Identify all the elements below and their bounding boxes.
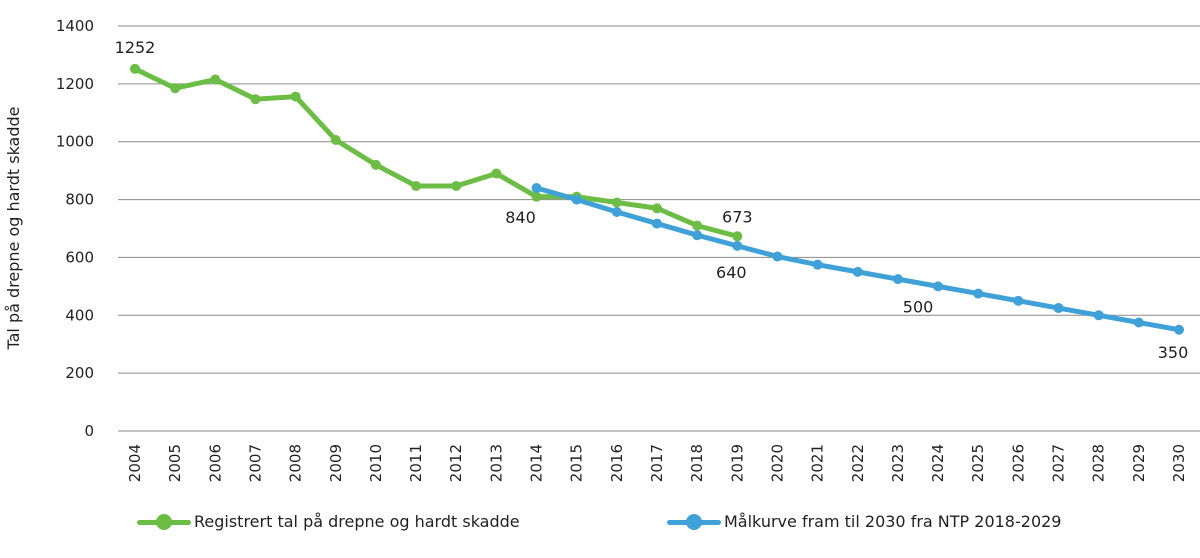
data-point	[1093, 310, 1104, 321]
y-tick-label: 200	[65, 364, 94, 382]
data-point	[973, 288, 984, 299]
data-point	[250, 94, 261, 105]
data-point	[370, 159, 381, 170]
x-tick-label: 2013	[487, 444, 505, 482]
x-tick-label: 2030	[1170, 444, 1188, 482]
data-label: 840	[505, 208, 536, 227]
data-point	[330, 134, 341, 145]
x-tick-label: 2026	[1009, 444, 1027, 482]
x-tick-label: 2004	[126, 444, 144, 482]
data-point	[611, 197, 622, 208]
x-tick-label: 2019	[728, 444, 746, 482]
data-point	[772, 251, 783, 262]
gridlines	[118, 25, 1200, 432]
data-label: 500	[903, 297, 934, 316]
data-point	[1013, 295, 1024, 306]
data-point	[1174, 324, 1184, 335]
x-tick-label: 2007	[246, 444, 264, 482]
data-point	[451, 180, 462, 191]
data-point	[692, 220, 703, 231]
x-tick-label: 2009	[327, 444, 345, 482]
data-point	[611, 207, 622, 218]
y-tick-label: 1200	[56, 75, 94, 93]
data-point	[531, 183, 542, 193]
data-point	[812, 259, 823, 270]
legend-swatch-blue-line-icon	[667, 513, 721, 530]
legend-swatch-green-line-icon	[137, 513, 191, 530]
data-label: 1252	[115, 38, 156, 57]
x-tick-label: 2011	[407, 444, 425, 482]
x-tick-label: 2027	[1050, 444, 1068, 482]
data-point	[732, 240, 743, 251]
data-point	[290, 91, 301, 102]
data-label: 350	[1158, 343, 1189, 362]
x-tick-label: 2020	[768, 444, 786, 482]
data-point	[732, 231, 743, 242]
series-line-0	[132, 66, 740, 239]
data-point	[692, 230, 703, 241]
data-point	[892, 274, 903, 285]
x-tick-label: 2006	[206, 444, 224, 482]
x-tick-label: 2021	[809, 444, 827, 482]
legend-label: Målkurve fram til 2030 fra NTP 2018-2029	[724, 512, 1062, 531]
data-point	[933, 281, 944, 292]
y-axis-title: Tal på drepne og hardt skadde	[4, 106, 23, 350]
y-tick-label: 600	[65, 248, 94, 266]
x-tick-label: 2023	[889, 444, 907, 482]
data-point	[571, 194, 582, 205]
data-point	[1133, 317, 1144, 328]
x-tick-label: 2014	[528, 444, 546, 482]
data-point	[411, 180, 422, 191]
data-point	[210, 74, 221, 85]
y-tick-label: 1400	[56, 17, 94, 35]
series-lines	[130, 63, 1184, 335]
y-tick-label: 800	[65, 191, 94, 209]
x-tick-label: 2010	[367, 444, 385, 482]
data-label: 640	[716, 263, 747, 282]
x-tick-label: 2017	[648, 444, 666, 482]
y-tick-label: 400	[65, 306, 94, 324]
data-point	[170, 83, 181, 94]
x-tick-label: 2018	[688, 444, 706, 482]
x-tick-label: 2024	[929, 444, 947, 482]
legend-label: Registrert tal på drepne og hardt skadde	[194, 512, 520, 531]
x-tick-label: 2016	[608, 444, 626, 482]
data-point	[852, 266, 863, 277]
data-point	[652, 218, 662, 229]
y-tick-label: 1000	[56, 133, 94, 151]
data-point	[491, 168, 502, 179]
x-tick-label: 2005	[166, 444, 184, 482]
x-tick-label: 2022	[849, 444, 867, 482]
legend-item-malkurve[interactable]: Målkurve fram til 2030 fra NTP 2018-2029	[667, 512, 1061, 531]
x-tick-label: 2029	[1130, 444, 1148, 482]
data-label: 673	[722, 207, 753, 226]
data-point	[130, 63, 140, 74]
legend: Registrert tal på drepne og hardt skadde…	[0, 512, 1200, 542]
data-point	[652, 203, 662, 214]
x-axis-ticks: 2004 2005 2006 2007 2008 2009 2010 2011 2012 2013…	[126, 444, 1188, 482]
y-tick-label: 0	[84, 422, 94, 440]
x-tick-label: 2025	[969, 444, 987, 482]
x-tick-label: 2015	[568, 444, 586, 482]
x-tick-label: 2008	[287, 444, 305, 482]
x-tick-label: 2028	[1090, 444, 1108, 482]
series-line-1	[534, 185, 1182, 333]
data-point	[1053, 303, 1064, 314]
data-labels: 1252 673 840 640 500 350	[115, 38, 1189, 362]
x-tick-label: 2012	[447, 444, 465, 482]
data-point	[531, 191, 542, 202]
y-axis-ticks: 0 200 400 600 800 1000 1200 1400	[56, 17, 94, 440]
legend-item-registrert[interactable]: Registrert tal på drepne og hardt skadde	[137, 512, 520, 531]
